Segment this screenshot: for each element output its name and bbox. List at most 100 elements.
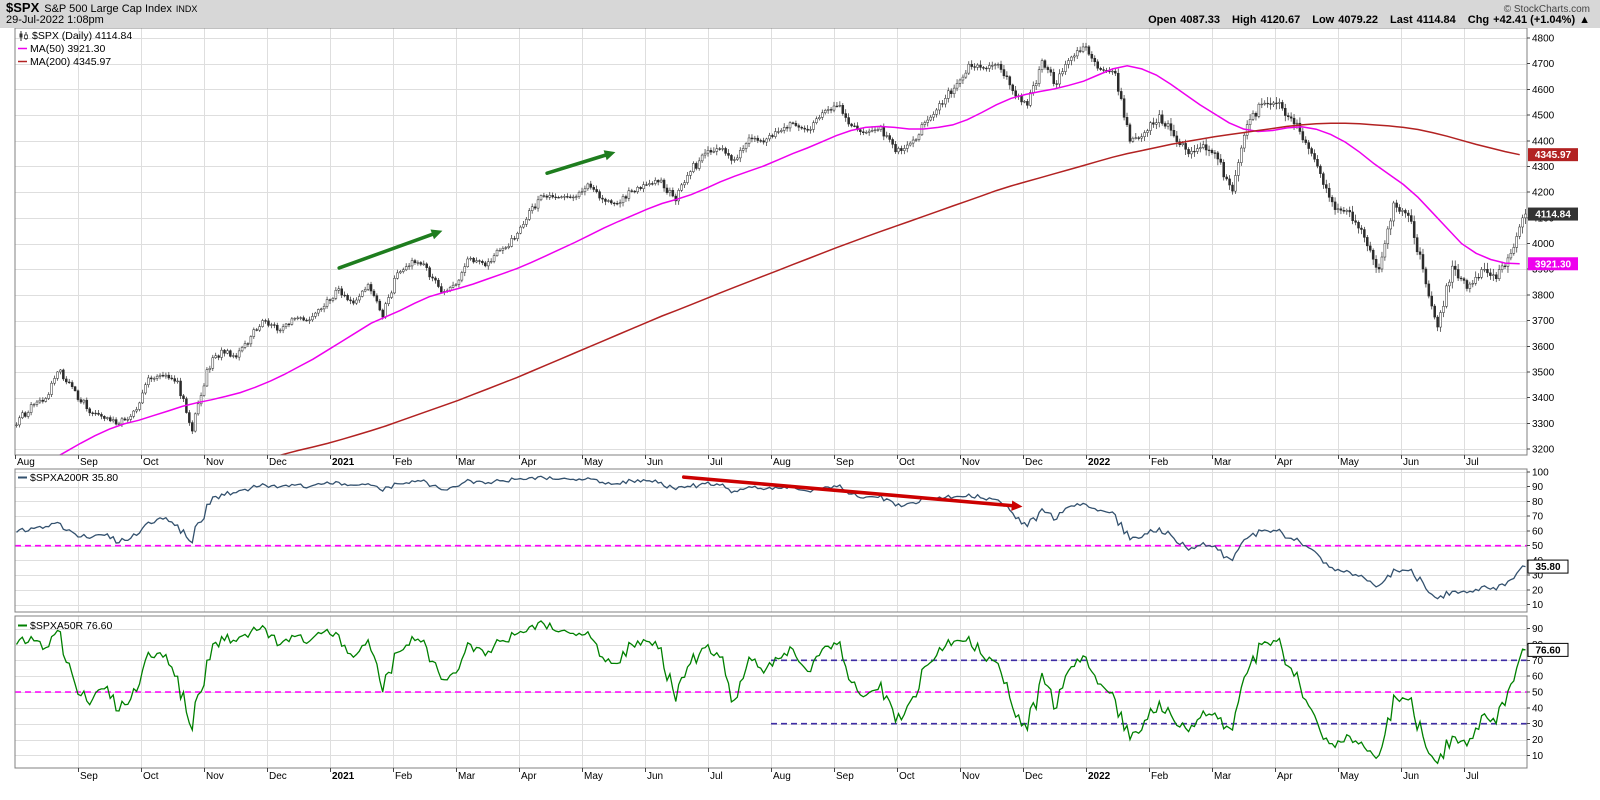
x-tick-label: Jun: [1403, 457, 1419, 468]
y-tick-label: 3800: [1532, 290, 1555, 301]
x-tick-label: Sep: [836, 771, 854, 782]
x-tick-label: Apr: [521, 771, 537, 782]
x-tick-label: Dec: [1025, 457, 1043, 468]
x-tick-label: Oct: [143, 457, 159, 468]
gridlines-panel-1: [15, 469, 1527, 612]
exchange-tag: INDX: [175, 4, 198, 14]
a50r-line: [15, 620, 1526, 765]
quote-low-label: Low: [1312, 14, 1335, 26]
y-tick-label: 3300: [1532, 419, 1555, 430]
index-name: S&P 500 Large Cap Index: [44, 3, 172, 15]
x-tick-label: May: [1340, 771, 1359, 782]
trend-arrow-head: [430, 229, 443, 240]
x-tick-label: Sep: [80, 771, 98, 782]
x-tick-label: Apr: [521, 457, 537, 468]
osc-label-box: [1527, 642, 1569, 657]
quote-last-value: 4114.84: [1416, 14, 1456, 26]
x-tick-label: Apr: [1277, 771, 1293, 782]
x-tick-label: Apr: [1277, 457, 1293, 468]
x-tick-label: Nov: [206, 457, 224, 468]
quote-open-value: 4087.33: [1180, 14, 1220, 26]
y-tick-label: 60: [1532, 672, 1544, 683]
a50r-label: $SPXA50R 76.60: [30, 620, 112, 632]
x-tick-label: Dec: [1025, 771, 1043, 782]
x-tick-label: Aug: [773, 457, 791, 468]
a200r-legend: $SPXA200R 35.80: [18, 472, 118, 484]
y-tick-label: 20: [1532, 735, 1544, 746]
x-tick-label: Sep: [80, 457, 98, 468]
quote-line: Open 4087.33 High 4120.67 Low 4079.22 Last 4…: [1148, 14, 1590, 27]
y-tick-label: 4000: [1532, 239, 1555, 250]
y-tick-label: 100: [1532, 467, 1549, 478]
y-tick-label: 4700: [1532, 59, 1555, 70]
x-tick-label: Sep: [836, 457, 854, 468]
x-tick-label: Aug: [773, 771, 791, 782]
y-tick-label: 4400: [1532, 136, 1555, 147]
chart-canvas: 3200330034003500360037003800390040004100…: [14, 28, 1578, 782]
x-tick-label: Jun: [647, 457, 663, 468]
x-tick-label: Jul: [1466, 457, 1479, 468]
a200r-line: [16, 475, 1526, 600]
quote-open-label: Open: [1148, 14, 1177, 26]
x-tick-label: Jul: [710, 771, 723, 782]
y-tick-label: 70: [1532, 656, 1544, 667]
chart-render-layer: 3200330034003500360037003800390040004100…: [14, 28, 1578, 782]
y-tick-label: 90: [1532, 624, 1544, 635]
osc-label-box: [1527, 559, 1569, 574]
x-tick-label: Nov: [962, 771, 980, 782]
trend-arrow: [681, 475, 1018, 508]
x-tick-label: 2022: [1088, 771, 1111, 782]
x-tick-label: Feb: [395, 457, 413, 468]
x-tick-label: 2021: [332, 771, 355, 782]
quote-chg-value: +42.41 (+1.04%): [1493, 14, 1576, 26]
title-group: $SPX S&P 500 Large Cap Index INDX: [6, 1, 197, 16]
chart-header: $SPX S&P 500 Large Cap Index INDX © StockC…: [0, 0, 1600, 28]
datetime: 29-Jul-2022 1:08pm: [6, 14, 104, 26]
y-tick-label: 4600: [1532, 85, 1555, 96]
candlestick-series: [15, 42, 1527, 435]
price-label-text: 3921.30: [1535, 259, 1572, 270]
osc-label-text: 35.80: [1535, 562, 1560, 573]
x-tick-label: Oct: [899, 771, 915, 782]
y-tick-label: 4800: [1532, 34, 1555, 45]
gridlines-panel-0: [15, 28, 1527, 455]
copyright: © StockCharts.com: [1503, 4, 1590, 15]
main-legend: $SPX (Daily) 4114.84 MA(50) 3921.30 MA(2…: [18, 30, 132, 68]
price-label-text: 4345.97: [1535, 150, 1572, 161]
y-tick-label: 3400: [1532, 393, 1555, 404]
x-tick-label: Nov: [206, 771, 224, 782]
x-tick-label: Dec: [269, 771, 287, 782]
y-tick-label: 4500: [1532, 111, 1555, 122]
trend-arrow: [545, 152, 611, 175]
y-tick-label: 3200: [1532, 445, 1555, 456]
ma50-label: MA(50) 3921.30: [30, 43, 105, 55]
y-tick-label: 20: [1532, 585, 1544, 596]
panel-border-1: [14, 468, 1528, 613]
y-tick-label: 3700: [1532, 316, 1555, 327]
x-tick-label: Jul: [710, 457, 723, 468]
y-tick-label: 10: [1532, 751, 1544, 762]
x-tick-label: 2021: [332, 457, 355, 468]
trend-arrow: [337, 231, 438, 270]
quote-high-value: 4120.67: [1260, 14, 1301, 26]
x-tick-label: Mar: [458, 457, 476, 468]
y-tick-label: 40: [1532, 703, 1544, 714]
quote-up-arrow-icon: ▲: [1579, 14, 1590, 26]
a200r-label: $SPXA200R 35.80: [30, 472, 118, 484]
x-tick-label: Feb: [395, 771, 413, 782]
x-tick-label: Jun: [1403, 771, 1419, 782]
x-tick-label: Mar: [458, 771, 476, 782]
y-tick-label: 4200: [1532, 188, 1555, 199]
price-label-text: 4114.84: [1535, 210, 1571, 221]
mini-candle-icon: [19, 31, 28, 41]
x-tick-label: Mar: [1214, 457, 1232, 468]
y-tick-label: 50: [1532, 541, 1544, 552]
trend-arrow-head: [1011, 500, 1023, 511]
a50r-legend: $SPXA50R 76.60: [18, 620, 112, 632]
y-tick-label: 90: [1532, 482, 1544, 493]
x-tick-label: Mar: [1214, 771, 1232, 782]
x-tick-label: Feb: [1151, 457, 1169, 468]
x-tick-label: Dec: [269, 457, 287, 468]
ma200-label: MA(200) 4345.97: [30, 56, 111, 68]
